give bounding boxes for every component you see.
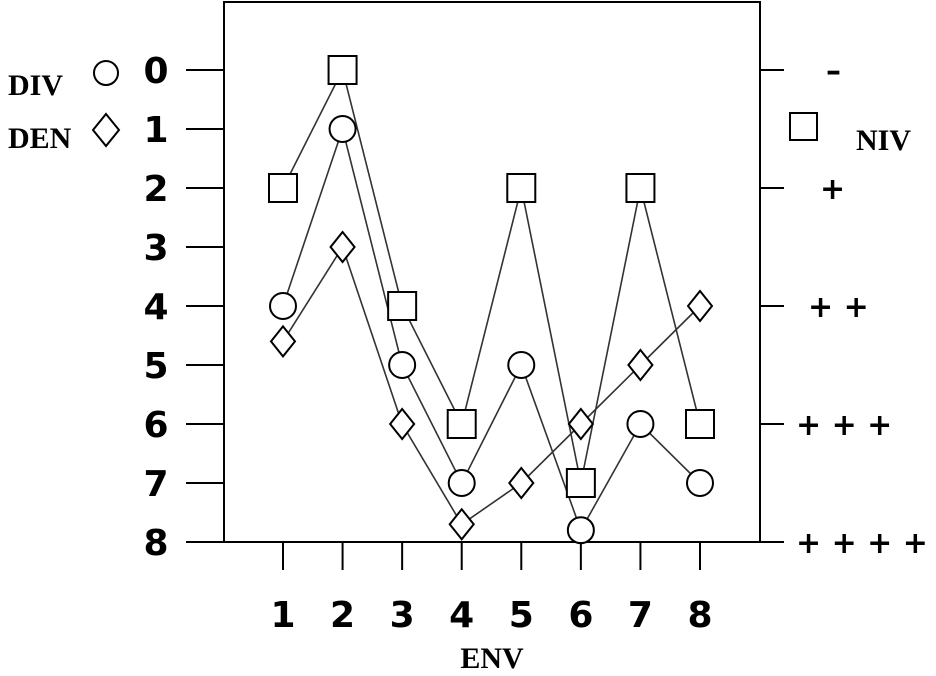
- series-line-den: [282, 245, 701, 526]
- y-tick-label: 4: [143, 287, 168, 328]
- point-niv: [506, 173, 537, 203]
- right-tick-label: + + +: [796, 408, 892, 443]
- point-den: [448, 507, 475, 541]
- x-tick-label: 6: [568, 595, 593, 636]
- x-tick-label: 4: [449, 595, 474, 636]
- y-tick-label: 3: [143, 228, 168, 269]
- x-tick-label: 8: [687, 595, 712, 636]
- series-line-niv: [282, 67, 701, 484]
- point-den: [686, 289, 714, 323]
- legend-marker-div: [93, 60, 119, 86]
- y-tick-label: 1: [143, 110, 168, 151]
- right-tick-label: + + + +: [796, 526, 928, 561]
- point-div: [447, 469, 476, 497]
- point-niv: [565, 468, 596, 498]
- point-den: [269, 324, 297, 359]
- point-div: [328, 115, 357, 143]
- x-axis-title: ENV: [460, 642, 524, 675]
- x-tick-label: 1: [270, 595, 295, 636]
- point-niv: [268, 173, 298, 203]
- point-div: [626, 410, 655, 438]
- point-niv: [327, 55, 358, 85]
- right-tick-label: –: [826, 54, 841, 89]
- point-div: [388, 351, 417, 379]
- y-tick-label: 8: [143, 523, 168, 564]
- point-div: [566, 516, 595, 545]
- x-tick-label: 2: [330, 595, 355, 636]
- series-lines: [282, 67, 701, 533]
- series-markers: [268, 55, 715, 545]
- point-niv: [387, 291, 418, 321]
- point-den: [508, 466, 535, 500]
- point-div: [507, 351, 536, 379]
- legend-marker-niv: [789, 112, 818, 141]
- point-niv: [625, 173, 656, 203]
- y-tick-label: 5: [143, 346, 168, 387]
- y-tick-label: 7: [143, 464, 168, 505]
- right-tick-label: + +: [808, 290, 869, 325]
- series-line-div: [282, 126, 701, 533]
- x-tick-label: 5: [509, 595, 534, 636]
- plot-frame: [223, 1, 761, 543]
- point-den: [627, 348, 654, 382]
- legend-label-div: DIV: [8, 69, 63, 102]
- point-niv: [685, 409, 715, 439]
- y-tick-label: 0: [143, 51, 168, 92]
- x-tick-label: 3: [390, 595, 415, 636]
- point-den: [388, 407, 416, 441]
- legend-label-niv: NIV: [856, 124, 911, 157]
- y-tick-label: 2: [143, 169, 168, 210]
- y-tick-label: 6: [143, 405, 168, 446]
- point-div: [269, 292, 297, 320]
- x-tick-label: 7: [628, 595, 653, 636]
- point-den: [567, 407, 595, 441]
- right-tick-label: +: [820, 172, 845, 207]
- legend-label-den: DEN: [8, 122, 72, 155]
- legend-marker-den: [91, 112, 121, 148]
- point-niv: [446, 409, 477, 439]
- point-den: [329, 230, 356, 264]
- point-div: [686, 469, 714, 497]
